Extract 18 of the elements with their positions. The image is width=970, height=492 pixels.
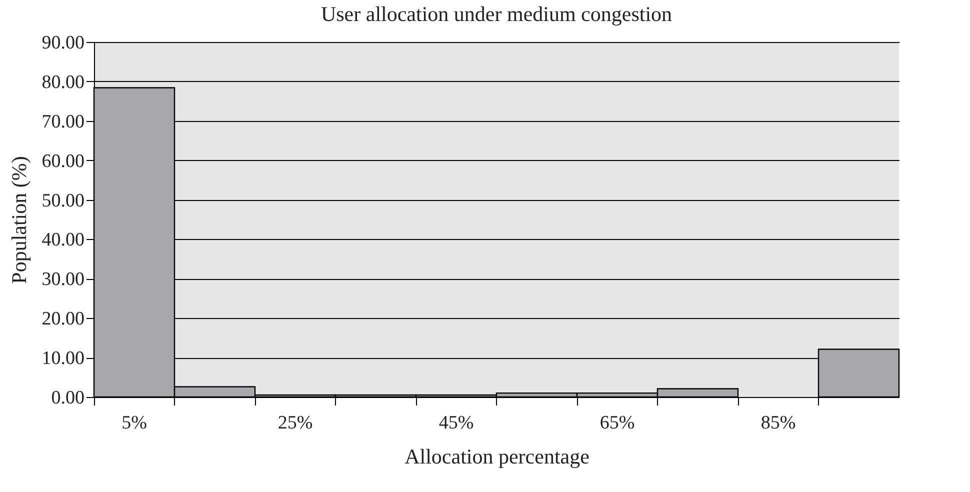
y-tick-label: 30.00 xyxy=(42,269,84,290)
x-tick-label: 45% xyxy=(438,412,474,434)
y-axis-title: Population (%) xyxy=(6,156,31,284)
x-tick-label: 85% xyxy=(760,412,796,434)
y-tick-label: 20.00 xyxy=(42,308,84,330)
x-tick-label: 65% xyxy=(600,412,635,434)
y-tick-label: 70.00 xyxy=(42,111,84,132)
y-tick-label: 40.00 xyxy=(42,230,84,251)
chart-title: User allocation under medium congestion xyxy=(320,2,673,26)
y-tick-label: 90.00 xyxy=(42,32,84,54)
y-tick-label: 80.00 xyxy=(42,72,84,93)
y-tick-label: 50.00 xyxy=(42,190,84,212)
y-tick-label: 10.00 xyxy=(42,348,84,370)
y-tick-label: 60.00 xyxy=(42,150,84,172)
x-tick-label: 5% xyxy=(122,412,148,434)
x-tick-label: 25% xyxy=(278,412,313,434)
x-axis-title: Allocation percentage xyxy=(404,444,590,468)
y-tick-label: 0.00 xyxy=(51,388,84,408)
